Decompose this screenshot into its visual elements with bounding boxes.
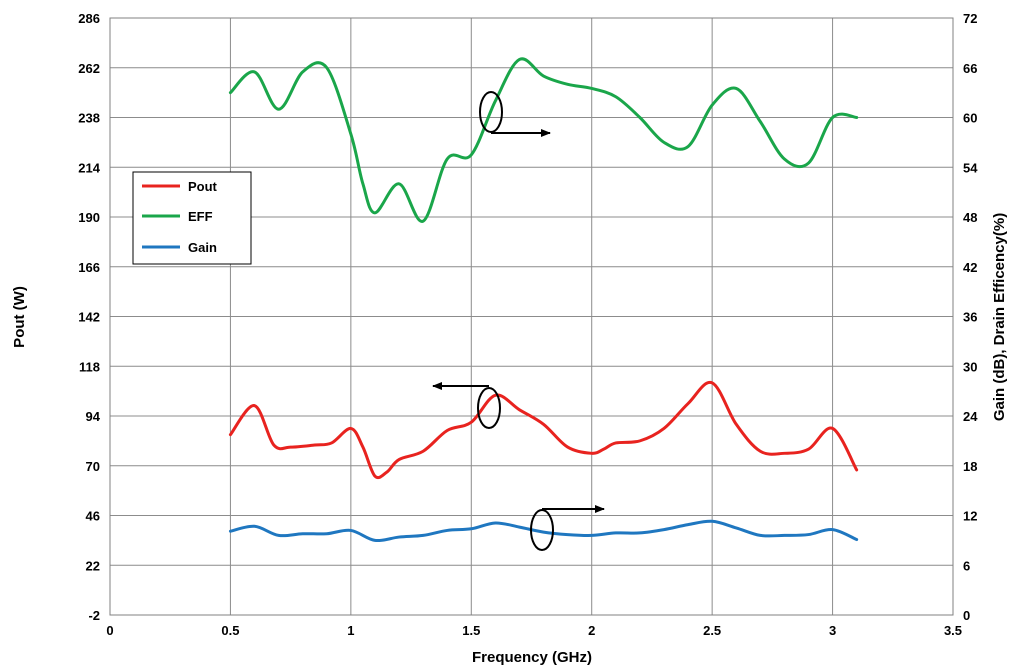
series-line-eff	[228, 57, 859, 223]
x-tick-label: 3	[829, 623, 836, 638]
x-tick-label: 1	[347, 623, 354, 638]
pout-marker-ellipse	[477, 387, 501, 429]
x-axis-title: Frequency (GHz)	[472, 649, 592, 666]
right-y-tick-label: 48	[963, 210, 977, 225]
pout-left-axis-indicator	[432, 382, 501, 429]
right-y-tick-label: 54	[963, 160, 978, 175]
x-tick-label: 0.5	[221, 623, 239, 638]
gain-right-axis-indicator	[530, 505, 605, 551]
x-tick-label: 3.5	[944, 623, 962, 638]
left-y-axis-title: Pout (W)	[11, 286, 28, 348]
left-y-tick-label: 286	[78, 11, 100, 26]
right-y-tick-label: 60	[963, 111, 977, 126]
x-tick-label: 1.5	[462, 623, 480, 638]
series-layer	[228, 57, 859, 543]
right-y-tick-label: 12	[963, 509, 977, 524]
right-y-tick-label: 36	[963, 310, 977, 325]
right-y-tick-label: 0	[963, 608, 970, 623]
left-y-tick-label: 190	[78, 210, 100, 225]
legend-label-eff: EFF	[188, 209, 213, 224]
legend-label-gain: Gain	[188, 240, 217, 255]
right-y-tick-label: 42	[963, 260, 977, 275]
right-y-tick-label: 72	[963, 11, 977, 26]
left-y-tick-label: 238	[78, 111, 100, 126]
eff-right-axis-indicator	[479, 91, 551, 137]
plot-frame	[109, 17, 954, 616]
x-tick-label: 2	[588, 623, 595, 638]
right-y-axis-title: Gain (dB), Drain Efficency(%)	[991, 213, 1008, 421]
left-y-tick-label: 142	[78, 310, 100, 325]
left-y-tick-label: 46	[86, 509, 100, 524]
left-y-tick-label: 118	[79, 359, 100, 374]
legend: Pout EFF Gain	[132, 171, 252, 265]
x-tick-labels: 0 0.5 1 1.5 2 2.5 3 3.5	[106, 623, 962, 638]
legend-box	[132, 171, 252, 265]
series-line-pout	[228, 380, 859, 480]
series-line-gain	[228, 519, 859, 543]
right-y-tick-label: 30	[963, 359, 977, 374]
left-y-tick-label: 262	[78, 61, 100, 76]
right-y-tick-label: 6	[963, 558, 970, 573]
left-y-tick-label: 166	[78, 260, 100, 275]
left-y-tick-label: 70	[86, 459, 100, 474]
legend-label-pout: Pout	[188, 179, 218, 194]
left-y-tick-labels: -2 22 46 70 94 118 142 166 190 214 238 262 286	[78, 11, 100, 623]
right-y-tick-label: 24	[963, 409, 978, 424]
right-y-tick-labels: 0 6 12 18 24 30 36 42 48 54 60 66 72	[963, 11, 978, 623]
x-tick-label: 0	[106, 623, 113, 638]
right-y-tick-label: 66	[963, 61, 977, 76]
right-y-tick-label: 18	[963, 459, 977, 474]
axis-annotations	[432, 91, 605, 551]
x-tick-label: 2.5	[703, 623, 721, 638]
left-y-tick-label: -2	[88, 608, 100, 623]
left-y-tick-label: 94	[86, 409, 101, 424]
left-y-tick-label: 214	[78, 160, 100, 175]
left-y-tick-label: 22	[86, 558, 100, 573]
